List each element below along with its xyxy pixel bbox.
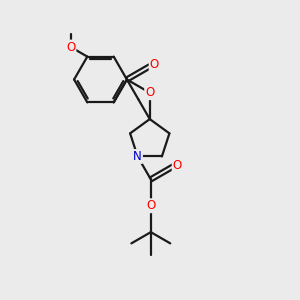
Text: N: N [133, 150, 142, 163]
Text: O: O [66, 40, 75, 53]
Text: O: O [146, 199, 155, 212]
Text: O: O [150, 58, 159, 71]
Text: O: O [173, 159, 182, 172]
Text: O: O [145, 86, 154, 99]
